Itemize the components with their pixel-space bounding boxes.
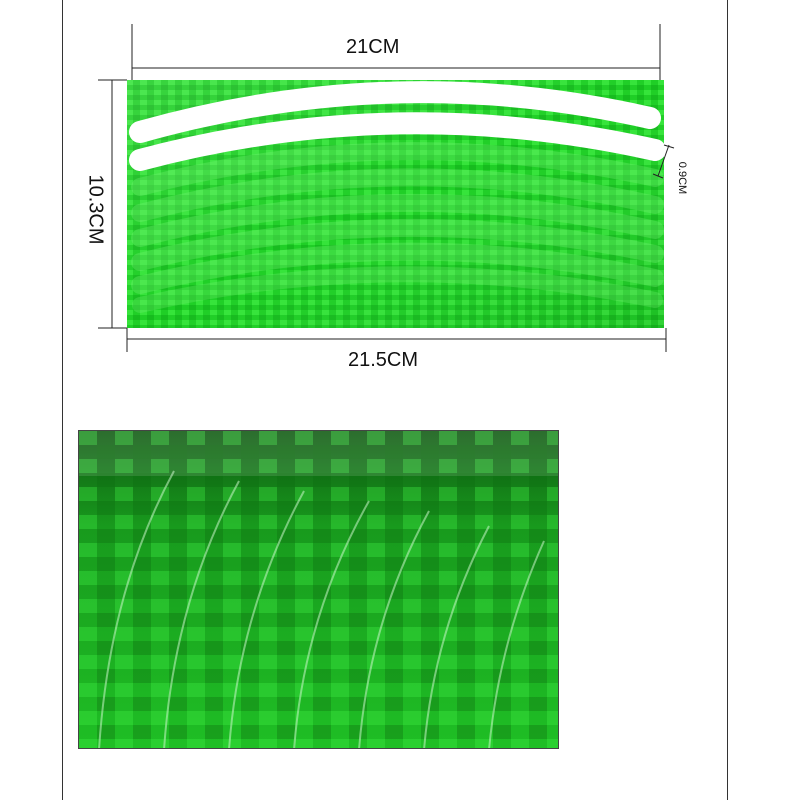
white-strip-1 [129,81,661,143]
green-strip-6 [131,218,664,271]
green-strip-3 [131,142,664,196]
closeup-texture [79,431,558,748]
right-divider-line [727,0,728,800]
height-label: 10.3CM [84,174,107,245]
closeup-photo [78,430,559,749]
strip-width-label: 0.9CM [676,161,688,195]
green-strip-8 [132,266,663,313]
top-width-label: 21CM [346,36,400,58]
green-strip-7 [131,242,664,294]
green-strip-4 [131,168,664,222]
white-strip-2 [129,112,666,171]
bottom-width-label: 21.5CM [348,349,419,371]
reflective-strips [129,81,666,313]
dimension-drawing [98,24,675,352]
green-strip-5 [131,193,664,247]
left-divider-line [62,0,63,800]
sticker-sheet [127,80,664,328]
strip-width-line [657,144,670,177]
